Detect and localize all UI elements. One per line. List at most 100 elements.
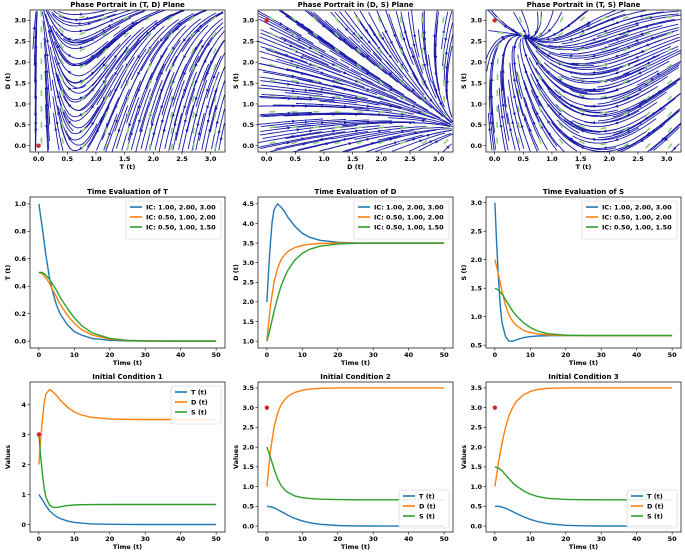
quiver-arrow	[269, 79, 276, 83]
stream-arrow	[183, 72, 187, 76]
quiver-arrow	[644, 15, 651, 20]
streamline	[418, 133, 453, 152]
stream-arrow	[502, 37, 506, 41]
stream-arrow	[586, 23, 590, 27]
x-tick-label: 2.0	[376, 155, 388, 163]
x-tick-label: 0.5	[290, 155, 302, 163]
streamline	[498, 87, 509, 151]
stream-arrow	[603, 29, 607, 33]
stream-arrow	[639, 14, 643, 18]
quiver-arrow	[622, 79, 629, 84]
x-tick-label: 20	[333, 535, 343, 543]
streamline	[547, 10, 589, 38]
stream-arrow	[536, 94, 540, 99]
quiver-arrow	[291, 95, 298, 98]
stream-arrow	[78, 12, 82, 16]
stream-arrow	[413, 131, 418, 135]
stream-arrow	[569, 137, 573, 141]
y-tick-label: 0.0	[14, 142, 26, 150]
quiver-arrow	[356, 63, 362, 69]
streamline	[597, 82, 678, 122]
stream-arrow	[445, 66, 449, 70]
x-tick-label: 20	[105, 535, 115, 543]
stream-arrow	[291, 74, 295, 78]
streamline	[172, 113, 183, 151]
streamline	[528, 57, 583, 115]
streamline	[258, 40, 341, 74]
stream-arrow	[296, 96, 301, 100]
stream-arrow	[90, 71, 95, 75]
y-tick-label: 0.5	[242, 121, 254, 129]
streamline	[132, 10, 185, 51]
streamline	[348, 36, 410, 92]
stream-arrow	[638, 87, 642, 91]
stream-arrow	[389, 40, 393, 45]
streamline	[433, 10, 438, 58]
x-tick-label: 20	[333, 351, 343, 359]
stream-arrow	[411, 71, 415, 76]
streamline	[53, 112, 60, 151]
quiver-arrow	[126, 95, 130, 103]
stream-arrow	[138, 119, 142, 124]
streamline	[530, 73, 580, 134]
stream-arrow	[309, 96, 313, 100]
y-tick-label: 0.5	[470, 503, 482, 511]
y-tick-label: 3.0	[470, 199, 482, 207]
x-tick-label: 50	[212, 351, 222, 359]
y-tick-label: 1.0	[14, 100, 26, 108]
legend-label: T (t)	[419, 492, 435, 500]
x-tick-label: 1.0	[90, 155, 102, 163]
stream-arrow	[287, 126, 291, 130]
stream-arrow	[569, 87, 573, 91]
stream-arrow	[500, 114, 505, 119]
initial-point-marker	[492, 405, 498, 410]
axes-frame	[29, 9, 226, 153]
streamline	[344, 10, 393, 70]
streamline	[334, 11, 372, 53]
quiver-arrow	[214, 143, 217, 150]
quiver-arrow	[517, 137, 521, 144]
quiver-arrow	[355, 16, 360, 23]
series-line-t	[38, 494, 217, 526]
stream-arrow	[67, 54, 71, 58]
stream-arrow	[117, 129, 121, 133]
stream-arrow	[352, 31, 356, 36]
quiver-arrow	[399, 48, 403, 55]
quiver-arrow	[59, 58, 64, 65]
x-tick-label: 40	[176, 535, 186, 543]
stream-arrow	[196, 123, 200, 127]
plot-area	[38, 203, 217, 342]
streamline	[491, 46, 499, 117]
streamline	[86, 81, 122, 148]
stream-arrow	[359, 36, 364, 40]
quiver-arrow	[356, 140, 363, 145]
stream-arrow	[128, 123, 132, 127]
quiver-arrow	[104, 111, 108, 118]
streamline	[154, 88, 173, 150]
x-tick-label: 20	[105, 351, 115, 359]
quiver-arrow	[80, 127, 86, 134]
x-tick-label: 40	[404, 351, 414, 359]
stream-arrow	[381, 37, 385, 41]
legend-box	[170, 385, 222, 425]
streamline	[620, 33, 680, 56]
quiver-arrow	[356, 126, 363, 129]
x-tick-label: 3.0	[433, 155, 445, 163]
x-tick-label: 10	[526, 535, 536, 543]
stream-arrow	[67, 70, 72, 74]
stream-arrow	[201, 45, 205, 49]
stream-arrow	[639, 32, 644, 36]
x-tick-label: 40	[632, 535, 642, 543]
stream-arrow	[650, 36, 654, 40]
streamline	[195, 113, 205, 151]
streamline	[407, 11, 424, 74]
stream-arrow	[33, 35, 37, 39]
streamline	[149, 10, 204, 62]
streamline	[376, 10, 409, 72]
quiver-arrow	[58, 27, 64, 34]
quiver-arrow	[124, 32, 130, 38]
quiver-arrow	[210, 16, 217, 22]
streamline	[364, 122, 451, 127]
x-tick-label: 40	[176, 351, 186, 359]
stream-arrow	[423, 96, 427, 101]
